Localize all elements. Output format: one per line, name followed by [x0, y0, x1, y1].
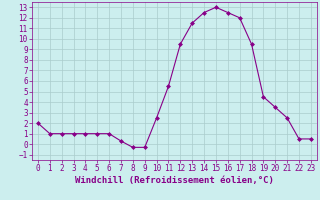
X-axis label: Windchill (Refroidissement éolien,°C): Windchill (Refroidissement éolien,°C) [75, 176, 274, 185]
